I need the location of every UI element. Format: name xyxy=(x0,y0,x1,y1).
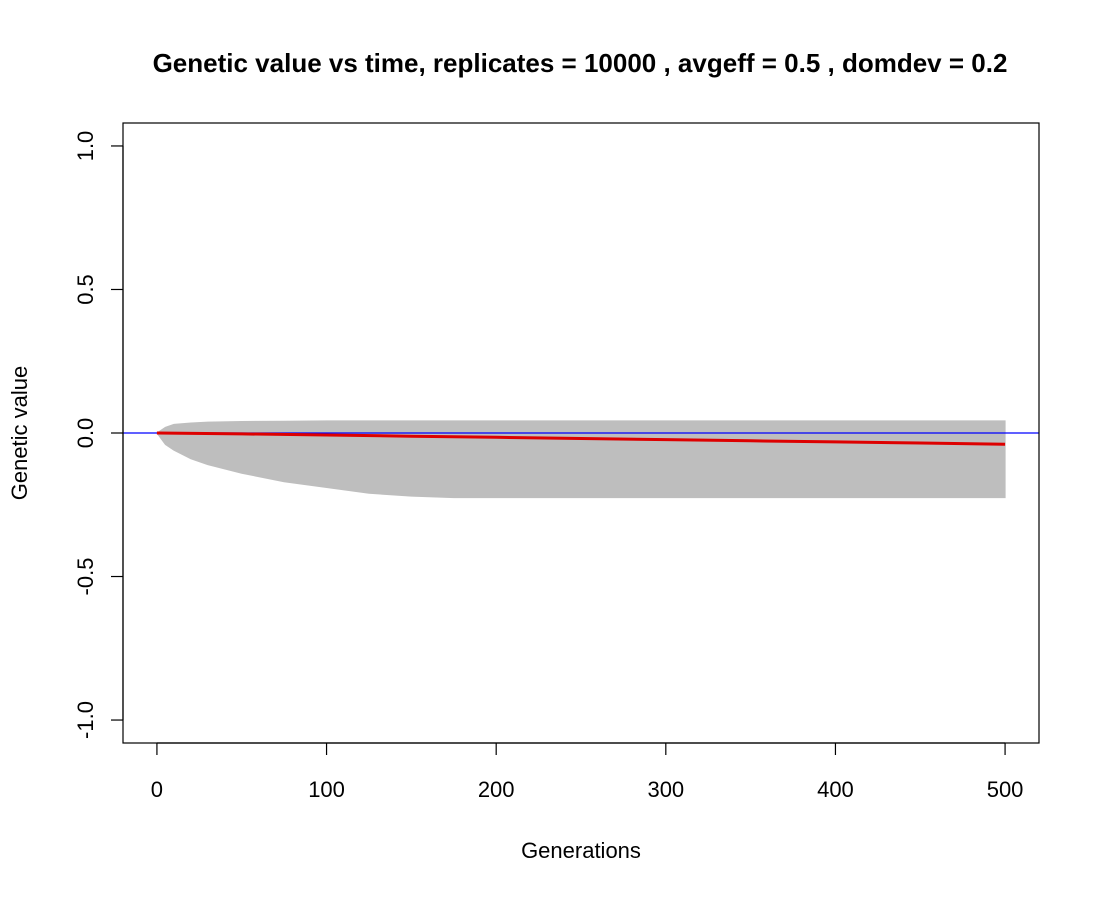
x-tick-label: 100 xyxy=(308,777,345,802)
x-tick-label: 300 xyxy=(647,777,684,802)
x-axis-title: Generations xyxy=(521,838,641,863)
y-tick-label: -0.5 xyxy=(73,558,98,596)
x-tick-label: 500 xyxy=(987,777,1024,802)
x-tick-label: 200 xyxy=(478,777,515,802)
y-axis: -1.0 -0.5 0.0 0.5 1.0 xyxy=(73,131,124,739)
y-tick-label: -1.0 xyxy=(73,701,98,739)
y-axis-title: Genetic value xyxy=(7,366,32,501)
chart-title: Genetic value vs time, replicates = 1000… xyxy=(153,48,1008,78)
y-tick-label: 0.0 xyxy=(73,418,98,449)
series-line-0 xyxy=(156,431,1006,446)
x-tick-label: 0 xyxy=(151,777,163,802)
plot-area xyxy=(123,420,1039,499)
y-tick-label: 0.5 xyxy=(73,274,98,305)
y-tick-label: 1.0 xyxy=(73,131,98,162)
x-axis: 0 100 200 300 400 500 xyxy=(151,742,1024,802)
x-tick-label: 400 xyxy=(817,777,854,802)
